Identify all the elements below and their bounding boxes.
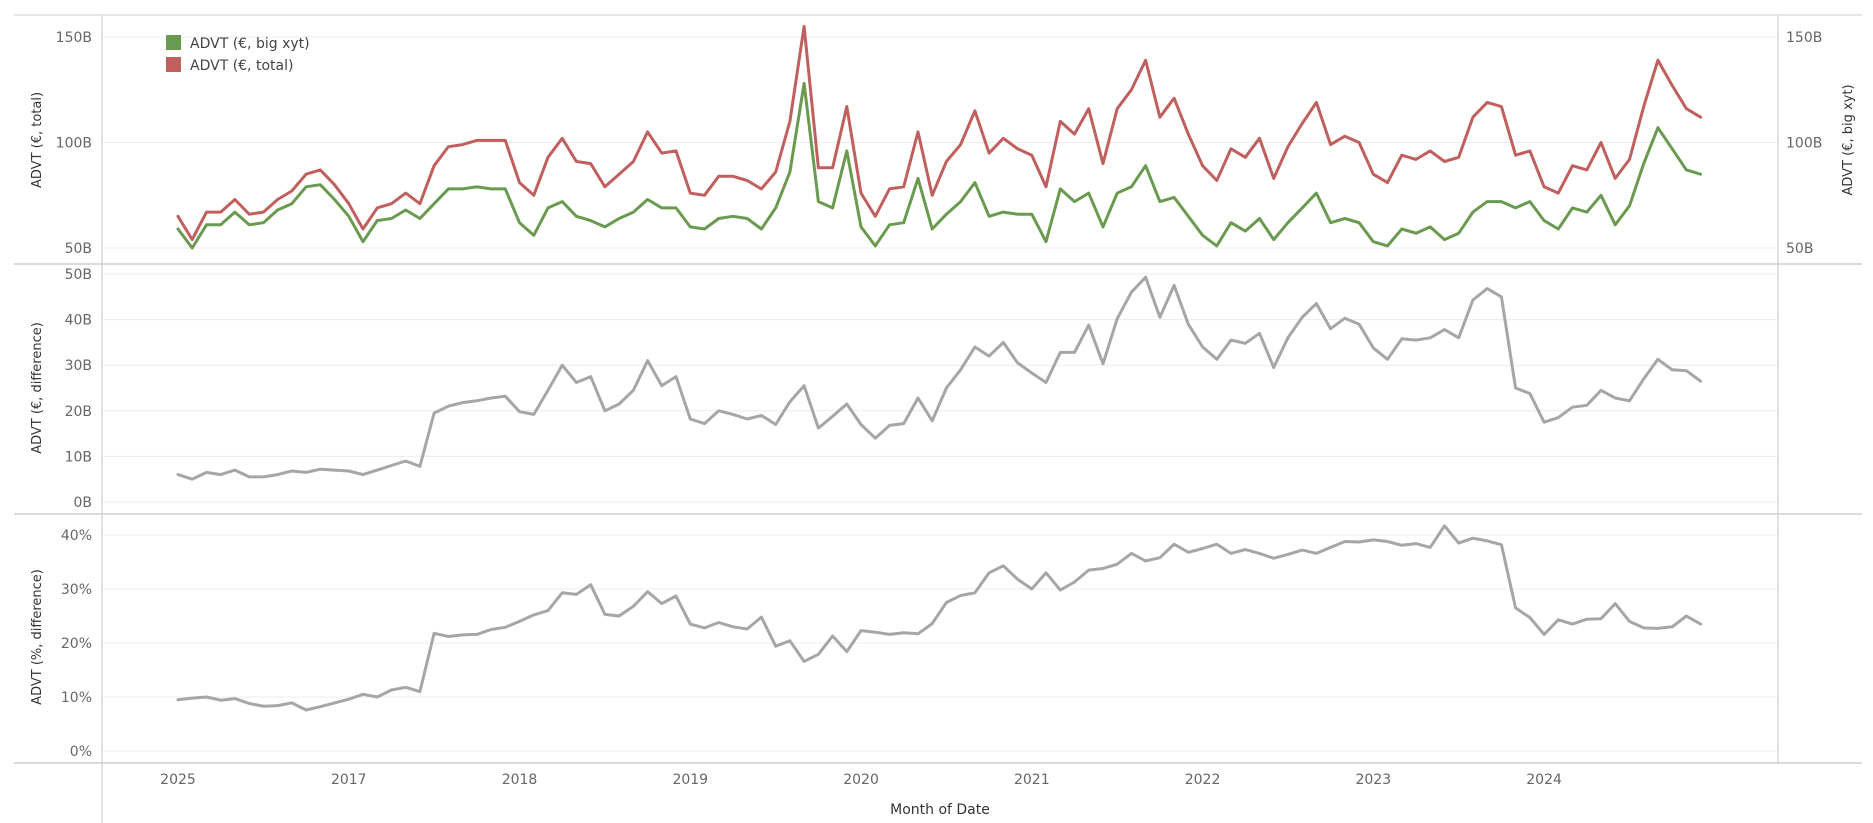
series-line-panel-3 xyxy=(176,524,1703,712)
y-tick-label: 100B xyxy=(56,136,92,152)
y-tick-label: 30% xyxy=(61,582,92,598)
y-tick-label: 50B xyxy=(65,241,92,257)
gridlines xyxy=(102,36,1778,752)
legend-label-total: ADVT (€, total) xyxy=(190,58,293,74)
panel-2-axis-title: ADVT (€, difference) xyxy=(30,322,45,454)
y-tick-label: 0% xyxy=(70,744,92,760)
y-tick-label: 30B xyxy=(65,358,92,374)
x-tick-label: 2024 xyxy=(1526,772,1562,788)
legend-swatch-big-xyt xyxy=(166,35,181,50)
x-axis-title: Month of Date xyxy=(890,802,990,818)
x-tick-label: 2022 xyxy=(1185,772,1221,788)
series-line-panel-2 xyxy=(176,275,1703,481)
y-tick-label: 50B xyxy=(65,267,92,283)
panel-3-axis-title: ADVT (%, difference) xyxy=(30,569,45,705)
panel-1-right-axis-title: ADVT (€, big xyt) xyxy=(1841,84,1856,195)
y-tick-label-right: 100B xyxy=(1786,136,1822,152)
y-tick-label-right: 50B xyxy=(1786,241,1813,257)
x-tick-label: 2021 xyxy=(1014,772,1050,788)
y-tick-label: 10% xyxy=(61,690,92,706)
x-tick-labels: 2017 2018 2019 2020 2021 2022 2023 2024 2025 xyxy=(160,772,1562,788)
series-line-total xyxy=(176,24,1703,242)
y-tick-label: 150B xyxy=(56,30,92,46)
y-tick-label: 20% xyxy=(61,636,92,652)
y-tick-label: 0B xyxy=(73,495,92,511)
y-tick-label: 20B xyxy=(65,404,92,420)
legend-label-big-xyt: ADVT (€, big xyt) xyxy=(190,36,310,52)
x-tick-label: 2018 xyxy=(502,772,538,788)
y-tick-label: 40% xyxy=(61,528,92,544)
panel-1-left-axis-title: ADVT (€, total) xyxy=(30,92,45,188)
x-tick-label: 2020 xyxy=(843,772,879,788)
legend: ADVT (€, big xyt) ADVT (€, total) xyxy=(166,35,310,74)
series-lines xyxy=(176,24,1703,712)
y-tick-label: 40B xyxy=(65,313,92,329)
x-tick-label: 2019 xyxy=(672,772,708,788)
legend-swatch-total xyxy=(166,57,181,72)
y-tick-labels: 50B 50B 100B 100B 150B 150B 0B 10B 20B 30B 40B 50B 0… xyxy=(56,30,1823,760)
x-tick-label: 2017 xyxy=(331,772,367,788)
x-tick-label: 2023 xyxy=(1355,772,1391,788)
y-tick-label-right: 150B xyxy=(1786,30,1822,46)
y-tick-label: 10B xyxy=(65,449,92,465)
x-tick-label: 2025 xyxy=(160,772,196,788)
series-line-big-xyt xyxy=(176,81,1703,250)
